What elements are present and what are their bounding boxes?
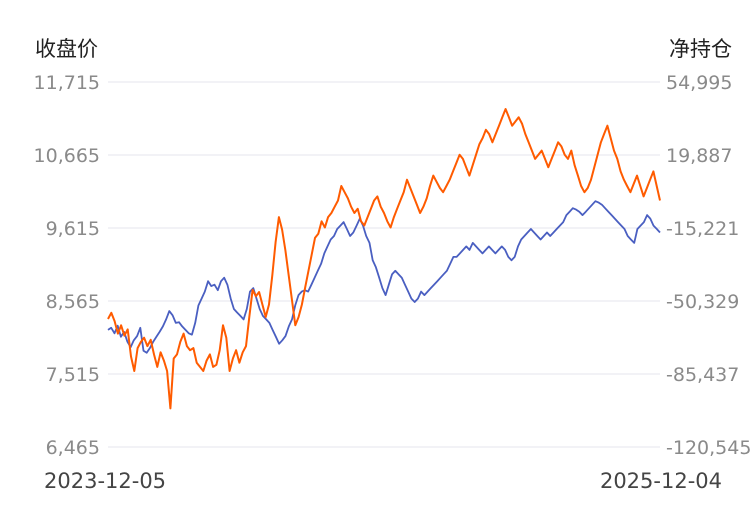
right-tick-label: -120,545 [666, 437, 750, 459]
x-end-date-label: 2025-12-04 [600, 469, 722, 493]
left-tick-label: 6,465 [46, 437, 100, 459]
right-tick-label: -85,437 [666, 364, 739, 386]
left-axis-title: 收盘价 [35, 37, 98, 61]
right-tick-label: 19,887 [666, 145, 732, 167]
series-lines [107, 108, 661, 410]
right-tick-label: -15,221 [666, 218, 739, 240]
left-tick-label: 10,665 [34, 145, 100, 167]
left-tick-label: 8,565 [46, 291, 100, 313]
right-axis-ticks: 54,995 19,887 -15,221 -50,329 -85,437 -120,54… [666, 72, 750, 459]
left-tick-label: 11,715 [34, 72, 100, 94]
left-axis-ticks: 11,715 10,665 9,615 8,565 7,515 6,465 [34, 72, 100, 459]
x-start-date-label: 2023-12-05 [44, 469, 166, 493]
left-tick-label: 9,615 [46, 218, 100, 240]
net-position-series-line [107, 108, 661, 410]
grid-lines [108, 81, 660, 448]
close-price-series-line [107, 200, 661, 354]
right-tick-label: -50,329 [666, 291, 739, 313]
right-tick-label: 54,995 [666, 72, 732, 94]
right-axis-title: 净持仓 [669, 37, 732, 61]
left-tick-label: 7,515 [46, 364, 100, 386]
